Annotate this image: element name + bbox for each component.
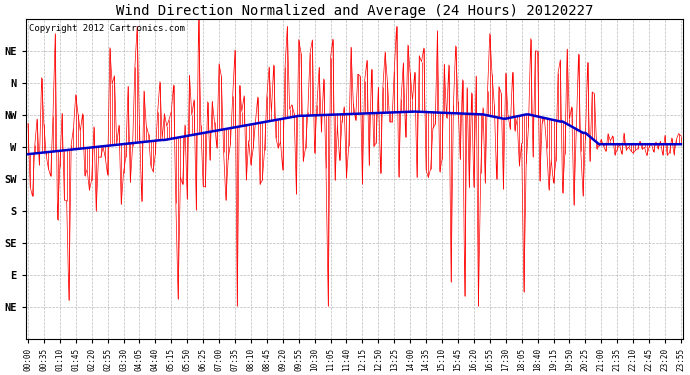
Title: Wind Direction Normalized and Average (24 Hours) 20120227: Wind Direction Normalized and Average (2… (116, 4, 593, 18)
Text: Copyright 2012 Cartronics.com: Copyright 2012 Cartronics.com (29, 24, 185, 33)
